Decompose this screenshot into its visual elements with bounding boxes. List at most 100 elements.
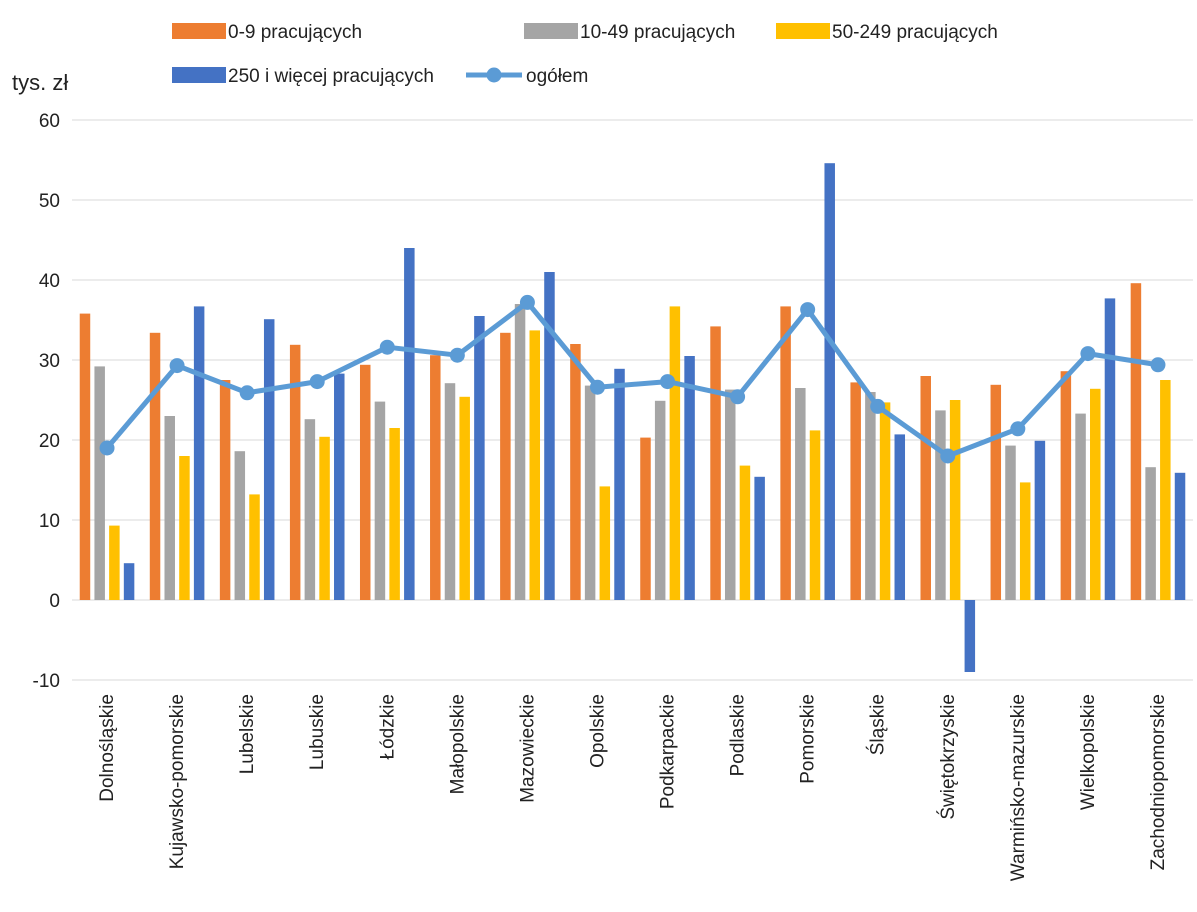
bar-0-9-pracujacych-lubuskie [289,344,301,600]
x-tick-label-swietokrzyskie: Świętokrzyskie [937,694,959,820]
bars [79,163,1186,672]
bar-250-i-wiecej-pracujacych-opolskie [614,368,625,600]
x-tick-label-pomorskie: Pomorskie [798,694,819,784]
x-tick-label-malopolskie: Małopolskie [447,694,468,794]
x-tick-label-mazowieckie: Mazowieckie [517,694,538,803]
point-ogolem-wielkopolskie [1080,346,1096,362]
bar-250-i-wiecej-pracujacych-dolnoslaskie [123,563,135,600]
y-tick-label: 20 [39,431,60,452]
bar-10-49-pracujacych-kujawsko-pomorskie [164,416,175,600]
bar-50-249-pracujacych-dolnoslaskie [109,525,120,600]
bar-50-249-pracujacych-malopolskie [459,396,470,600]
x-tick-label-slaskie: Śląskie [867,694,889,755]
legend-swatch [172,67,226,83]
bar-0-9-pracujacych-opolskie [570,344,581,600]
bar-250-i-wiecej-pracujacych-lubuskie [334,373,345,600]
legend-item-ogolem: ogółem [466,66,588,87]
point-ogolem-slaskie [870,398,886,414]
bar-0-9-pracujacych-malopolskie [430,355,441,600]
bar-50-249-pracujacych-swietokrzyskie [949,400,961,600]
bar-50-249-pracujacych-lubelskie [249,494,260,600]
bar-250-i-wiecej-pracujacych-zachodniopomorskie [1174,472,1186,600]
y-tick-label: 40 [39,271,60,292]
bar-50-249-pracujacych-zachodniopomorskie [1160,380,1171,600]
bar-250-i-wiecej-pracujacych-slaskie [894,434,906,600]
bar-10-49-pracujacych-mazowieckie [514,304,526,600]
bar-50-249-pracujacych-lodzkie [389,428,400,600]
point-ogolem-malopolskie [449,347,465,363]
bar-10-49-pracujacych-podkarpackie [654,400,666,600]
legend-swatch [524,23,578,39]
bar-250-i-wiecej-pracujacych-podkarpackie [684,356,695,600]
bar-0-9-pracujacych-pomorskie [780,306,791,600]
bar-0-9-pracujacych-lodzkie [359,364,371,600]
legend-label: 50-249 pracujących [832,22,998,43]
line-ogolem [104,299,1161,459]
y-tick-label: 10 [39,511,60,532]
x-tick-label-dolnoslaskie: Dolnośląskie [97,694,118,802]
point-ogolem-opolskie [589,379,605,395]
point-ogolem-kujawsko-pomorskie [169,358,185,374]
bar-10-49-pracujacych-podlaskie [724,389,736,600]
bar-50-249-pracujacych-warminsko-mazurskie [1019,482,1031,600]
point-ogolem-pomorskie [800,302,816,318]
bar-10-49-pracujacych-warminsko-mazurskie [1005,445,1016,600]
point-ogolem-zachodniopomorskie [1150,357,1166,373]
point-ogolem-dolnoslaskie [99,440,115,456]
bar-0-9-pracujacych-kujawsko-pomorskie [149,332,161,600]
bar-50-249-pracujacych-wielkopolskie [1090,388,1101,600]
bar-0-9-pracujacych-zachodniopomorskie [1130,283,1142,600]
bar-50-249-pracujacych-pomorskie [809,430,821,600]
y-tick-label: -10 [33,671,60,692]
legend-item-10-49-pracujacych: 10-49 pracujących [524,22,735,43]
bar-50-249-pracujacych-podkarpackie [669,306,681,600]
x-tick-label-lubuskie: Lubuskie [307,694,328,770]
legend-label: 250 i więcej pracujących [228,66,434,87]
bar-0-9-pracujacych-swietokrzyskie [920,376,931,600]
bar-10-49-pracujacych-lubelskie [234,451,246,600]
bar-50-249-pracujacych-opolskie [599,486,611,600]
bar-10-49-pracujacych-dolnoslaskie [94,366,105,600]
bar-10-49-pracujacych-swietokrzyskie [935,410,946,600]
point-ogolem-warminsko-mazurskie [1010,421,1026,437]
y-axis-unit-label: tys. zł [12,70,68,95]
point-ogolem-mazowieckie [519,294,535,310]
bar-0-9-pracujacych-dolnoslaskie [79,313,91,600]
legend-label: ogółem [526,66,588,87]
bar-50-249-pracujacych-slaskie [879,402,891,600]
legend-label: 10-49 pracujących [580,22,735,43]
x-tick-label-podlaskie: Podlaskie [728,694,749,776]
point-ogolem-lubelskie [239,385,255,401]
x-tick-label-kujawsko-pomorskie: Kujawsko-pomorskie [167,694,188,869]
bar-50-249-pracujacych-podlaskie [739,465,751,600]
bar-50-249-pracujacych-lubuskie [319,436,330,600]
x-tick-label-opolskie: Opolskie [587,694,608,768]
bar-10-49-pracujacych-lubuskie [304,419,316,600]
bar-10-49-pracujacych-lodzkie [374,401,386,600]
bar-10-49-pracujacych-pomorskie [795,388,806,600]
y-tick-label: 30 [39,351,60,372]
y-tick-label: 0 [49,591,60,612]
bar-50-249-pracujacych-kujawsko-pomorskie [179,456,190,600]
bar-0-9-pracujacych-wielkopolskie [1060,371,1072,600]
bar-10-49-pracujacych-malopolskie [444,383,456,600]
y-tick-label: 50 [39,191,60,212]
bar-250-i-wiecej-pracujacych-podlaskie [754,476,765,600]
x-axis-labels: Dolnośląskie Kujawsko-pomorskie Lubelskie L… [97,694,1169,881]
legend-swatch [172,23,226,39]
bar-250-i-wiecej-pracujacych-pomorskie [824,163,835,600]
bar-10-49-pracujacych-slaskie [865,392,876,600]
bar-0-9-pracujacych-podlaskie [710,326,721,600]
legend-swatch-marker [486,67,502,83]
bar-0-9-pracujacych-mazowieckie [500,332,511,600]
bar-0-9-pracujacych-podkarpackie [640,437,651,600]
bar-0-9-pracujacych-slaskie [850,382,861,600]
bar-250-i-wiecej-pracujacych-lodzkie [404,248,415,600]
point-ogolem-podlaskie [730,389,746,405]
bar-250-i-wiecej-pracujacych-swietokrzyskie [964,600,976,672]
bar-250-i-wiecej-pracujacych-warminsko-mazurskie [1034,440,1046,600]
legend-label: 0-9 pracujących [228,22,362,43]
legend-item-250-i-wiecej-pracujacych: 250 i więcej pracujących [172,66,434,87]
legend: 0-9 pracujących 10-49 pracujących 50-249 p… [172,22,998,87]
